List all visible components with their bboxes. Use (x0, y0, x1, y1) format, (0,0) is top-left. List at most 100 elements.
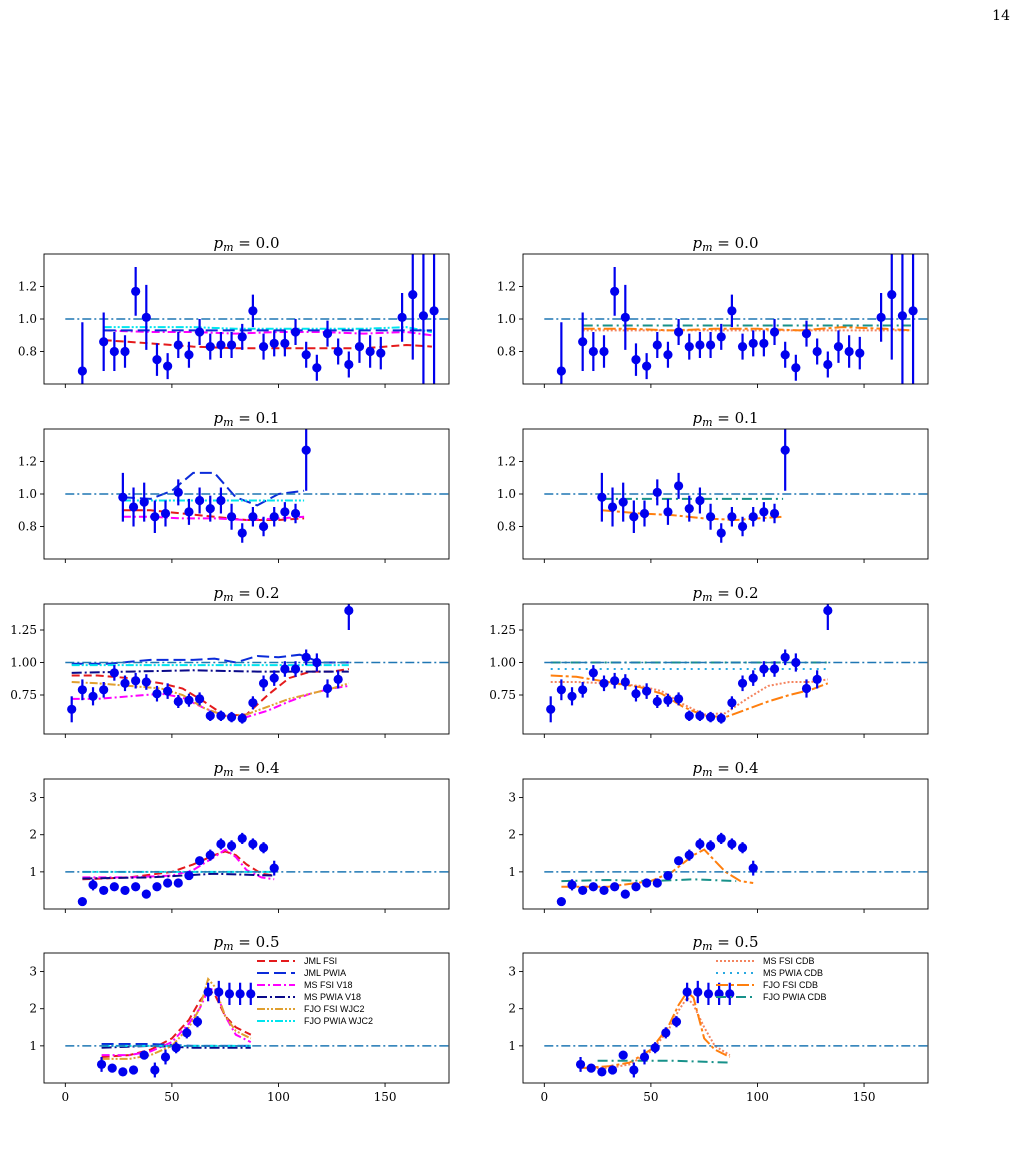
data-point (109, 668, 119, 678)
data-point (684, 342, 694, 352)
data-point (237, 833, 247, 844)
data-point (652, 487, 662, 497)
data-point (639, 508, 650, 519)
data-point (163, 878, 173, 888)
data-point (620, 889, 630, 899)
panel-title: pm = 0.5 (213, 933, 279, 953)
panel-0: pm = 0.0 0.8 1.0 1.2 (18, 234, 450, 388)
data-point (365, 346, 375, 357)
data-point (216, 340, 226, 350)
data-point (823, 605, 833, 616)
y-tick-label: 3 (29, 791, 37, 805)
data-point (344, 605, 354, 616)
y-tick-label: 1 (29, 865, 37, 879)
data-point (258, 521, 269, 532)
data-point (663, 507, 673, 517)
data-point (301, 652, 311, 662)
data-point (588, 346, 598, 357)
panel-title: pm = 0.4 (692, 759, 758, 779)
y-tick-label: 1.2 (18, 455, 37, 469)
data-point (748, 512, 758, 522)
panel-title: pm = 0.4 (213, 759, 279, 779)
data-point (173, 487, 183, 497)
data-point (769, 508, 780, 519)
x-tick-label: 50 (164, 1090, 179, 1104)
curve-fjo-fsi-cdb (561, 848, 754, 888)
data-point (769, 327, 780, 337)
data-point (397, 312, 407, 322)
panel-title: pm = 0.2 (213, 584, 279, 604)
data-point (205, 711, 215, 721)
data-point (109, 882, 119, 892)
data-point (184, 350, 194, 360)
x-tick-label: 50 (643, 1090, 658, 1104)
data-point (695, 839, 705, 849)
legend-label: FJO FSI CDB (763, 980, 818, 990)
data-point (216, 711, 226, 721)
data-point (248, 698, 258, 708)
data-point (588, 668, 598, 678)
data-point (344, 359, 354, 370)
data-point (408, 290, 418, 300)
y-tick-label: 0.8 (497, 520, 516, 534)
curve-ms-pwia-v18 (82, 872, 275, 880)
data-point (322, 329, 333, 339)
data-point (205, 504, 215, 514)
data-point (716, 713, 726, 724)
data-point (141, 677, 151, 687)
data-point (214, 987, 224, 997)
data-point (597, 492, 607, 502)
data-point (258, 678, 269, 688)
data-point (77, 685, 87, 695)
data-point (705, 512, 716, 522)
y-tick-label: 1.0 (18, 312, 37, 326)
data-point (897, 311, 908, 321)
data-point (205, 342, 215, 352)
data-point (674, 327, 684, 337)
panel-6: pm = 0.4 1 2 3 (29, 759, 450, 913)
data-point (759, 664, 769, 674)
legend-label: MS FSI V18 (304, 980, 353, 990)
data-point (99, 337, 109, 347)
data-point (258, 843, 269, 853)
plot-area (544, 429, 928, 543)
data-point (674, 481, 684, 491)
legend-label: JML PWIA (304, 968, 346, 978)
y-tick-label: 3 (508, 965, 516, 979)
curve-jml-fsi (103, 339, 432, 350)
data-point (120, 678, 130, 688)
data-point (695, 340, 705, 350)
data-point (269, 673, 279, 683)
data-point (131, 676, 141, 686)
y-tick-label: 2 (29, 1002, 37, 1016)
y-tick-label: 1.00 (10, 656, 37, 670)
data-point (610, 286, 620, 296)
data-point (727, 698, 737, 708)
panel-title: pm = 0.1 (692, 409, 758, 429)
data-point (226, 340, 237, 350)
data-point (128, 1065, 139, 1075)
data-point (631, 882, 641, 892)
data-point (610, 676, 620, 686)
data-point (258, 342, 269, 352)
data-point (661, 1028, 671, 1038)
data-point (652, 878, 662, 888)
data-point (77, 896, 87, 907)
data-point (705, 841, 716, 851)
data-point (748, 673, 758, 683)
data-point (629, 512, 639, 522)
data-point (567, 691, 577, 701)
data-point (139, 497, 149, 507)
axes-frame (43, 603, 450, 735)
axes-frame (43, 778, 450, 910)
data-point (599, 346, 609, 357)
data-point (150, 512, 160, 522)
data-point (269, 512, 279, 522)
y-tick-label: 0.8 (18, 520, 37, 534)
plot-area (544, 832, 928, 907)
data-point (226, 712, 237, 722)
data-point (171, 1043, 181, 1053)
data-point (237, 332, 247, 342)
data-point (248, 512, 258, 522)
